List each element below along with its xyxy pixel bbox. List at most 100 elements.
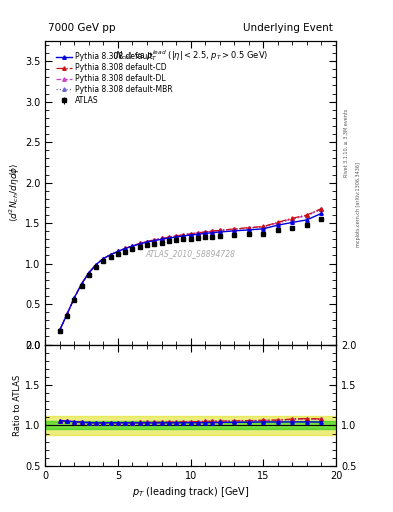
Pythia 8.308 default-DL xyxy=(159,236,164,242)
Line: Pythia 8.308 default-CD: Pythia 8.308 default-CD xyxy=(58,207,323,332)
Pythia 8.308 default-CD xyxy=(116,248,120,254)
Pythia 8.308 default-CD xyxy=(203,229,208,235)
Pythia 8.308 default-MBR xyxy=(174,233,178,239)
Pythia 8.308 default-MBR xyxy=(116,248,120,254)
Pythia 8.308 default-CD xyxy=(94,262,99,268)
Pythia 8.308 default-DL xyxy=(203,229,208,235)
Text: Underlying Event: Underlying Event xyxy=(243,24,333,33)
Pythia 8.308 default-MBR xyxy=(275,220,280,226)
Pythia 8.308 default-CD xyxy=(123,245,128,251)
Pythia 8.308 default-MBR xyxy=(108,251,113,258)
Pythia 8.308 default-MBR xyxy=(181,232,186,238)
Text: $\langle N_{ch} \rangle$ vs $p_T^{lead}$ ($|\eta| < 2.5$, $p_T > 0.5$ GeV): $\langle N_{ch} \rangle$ vs $p_T^{lead}$… xyxy=(112,49,269,63)
Pythia 8.308 default-CD xyxy=(246,225,251,231)
Pythia 8.308 default xyxy=(203,230,208,237)
Pythia 8.308 default-MBR xyxy=(167,234,171,240)
Pythia 8.308 default xyxy=(210,230,215,236)
Line: Pythia 8.308 default: Pythia 8.308 default xyxy=(58,211,323,332)
Line: Pythia 8.308 default-DL: Pythia 8.308 default-DL xyxy=(58,207,323,332)
Pythia 8.308 default xyxy=(305,217,309,223)
Pythia 8.308 default-DL xyxy=(275,220,280,226)
Pythia 8.308 default xyxy=(167,235,171,241)
Bar xyxy=(45,421,336,430)
Pythia 8.308 default-DL xyxy=(86,270,91,276)
Pythia 8.308 default-CD xyxy=(217,227,222,233)
Pythia 8.308 default xyxy=(123,246,128,252)
Pythia 8.308 default-CD xyxy=(86,270,91,276)
Pythia 8.308 default-CD xyxy=(275,219,280,225)
Pythia 8.308 default-CD xyxy=(319,205,324,211)
Pythia 8.308 default-DL xyxy=(305,212,309,219)
Text: mcplots.cern.ch [arXiv:1306.3436]: mcplots.cern.ch [arXiv:1306.3436] xyxy=(356,162,361,247)
Text: ATLAS_2010_S8894728: ATLAS_2010_S8894728 xyxy=(145,249,236,258)
Pythia 8.308 default-DL xyxy=(319,206,324,212)
Pythia 8.308 default xyxy=(232,228,237,234)
Pythia 8.308 default-MBR xyxy=(64,311,70,317)
Text: 7000 GeV pp: 7000 GeV pp xyxy=(48,24,116,33)
Pythia 8.308 default-DL xyxy=(94,262,99,268)
Pythia 8.308 default-CD xyxy=(261,223,266,229)
Pythia 8.308 default-MBR xyxy=(217,227,222,233)
Pythia 8.308 default xyxy=(64,311,70,317)
Pythia 8.308 default-DL xyxy=(167,234,171,240)
Pythia 8.308 default-CD xyxy=(174,233,178,239)
Pythia 8.308 default-MBR xyxy=(232,226,237,232)
Pythia 8.308 default-DL xyxy=(181,232,186,238)
Pythia 8.308 default-CD xyxy=(159,236,164,242)
Pythia 8.308 default-CD xyxy=(138,241,142,247)
Pythia 8.308 default-MBR xyxy=(86,270,91,276)
Legend: Pythia 8.308 default, Pythia 8.308 default-CD, Pythia 8.308 default-DL, Pythia 8: Pythia 8.308 default, Pythia 8.308 defau… xyxy=(55,51,174,106)
Pythia 8.308 default-CD xyxy=(108,251,113,258)
Pythia 8.308 default-CD xyxy=(64,311,70,317)
Pythia 8.308 default-DL xyxy=(123,245,128,251)
Pythia 8.308 default-DL xyxy=(101,255,106,262)
Pythia 8.308 default xyxy=(101,255,106,262)
Pythia 8.308 default xyxy=(159,236,164,242)
Pythia 8.308 default xyxy=(188,232,193,238)
Pythia 8.308 default-DL xyxy=(188,231,193,237)
Pythia 8.308 default xyxy=(181,233,186,239)
Pythia 8.308 default xyxy=(108,251,113,258)
Pythia 8.308 default-CD xyxy=(210,228,215,234)
Pythia 8.308 default-CD xyxy=(79,281,84,287)
Pythia 8.308 default-DL xyxy=(57,327,62,333)
Pythia 8.308 default-MBR xyxy=(138,241,142,247)
Pythia 8.308 default-CD xyxy=(152,237,156,243)
Pythia 8.308 default-DL xyxy=(261,224,266,230)
Pythia 8.308 default-DL xyxy=(72,295,77,301)
Pythia 8.308 default-DL xyxy=(290,216,295,222)
Pythia 8.308 default-MBR xyxy=(203,229,208,235)
Pythia 8.308 default-DL xyxy=(152,237,156,243)
Pythia 8.308 default-MBR xyxy=(210,228,215,234)
Pythia 8.308 default-MBR xyxy=(188,231,193,237)
Pythia 8.308 default xyxy=(116,248,120,254)
Pythia 8.308 default-DL xyxy=(246,225,251,231)
Y-axis label: Ratio to ATLAS: Ratio to ATLAS xyxy=(13,375,22,436)
Pythia 8.308 default xyxy=(275,222,280,228)
Bar xyxy=(45,416,336,435)
Pythia 8.308 default xyxy=(57,327,62,333)
Pythia 8.308 default-CD xyxy=(130,243,135,249)
Pythia 8.308 default-CD xyxy=(196,230,200,236)
Pythia 8.308 default xyxy=(79,281,84,287)
Pythia 8.308 default-DL xyxy=(145,239,149,245)
Pythia 8.308 default-DL xyxy=(174,233,178,239)
Pythia 8.308 default xyxy=(246,227,251,233)
Pythia 8.308 default-MBR xyxy=(305,212,309,219)
Pythia 8.308 default-MBR xyxy=(145,239,149,245)
Pythia 8.308 default-MBR xyxy=(152,237,156,243)
Pythia 8.308 default-MBR xyxy=(196,230,200,236)
Pythia 8.308 default-CD xyxy=(57,327,62,333)
Pythia 8.308 default-CD xyxy=(101,255,106,262)
Pythia 8.308 default-CD xyxy=(145,239,149,245)
Pythia 8.308 default xyxy=(145,239,149,245)
Pythia 8.308 default-DL xyxy=(210,228,215,234)
Pythia 8.308 default xyxy=(94,262,99,268)
Line: Pythia 8.308 default-MBR: Pythia 8.308 default-MBR xyxy=(58,207,323,332)
Pythia 8.308 default-CD xyxy=(72,295,77,301)
Pythia 8.308 default-MBR xyxy=(72,295,77,301)
Pythia 8.308 default xyxy=(319,210,324,217)
Pythia 8.308 default-MBR xyxy=(290,216,295,222)
Pythia 8.308 default-DL xyxy=(116,248,120,254)
Pythia 8.308 default-MBR xyxy=(94,262,99,268)
